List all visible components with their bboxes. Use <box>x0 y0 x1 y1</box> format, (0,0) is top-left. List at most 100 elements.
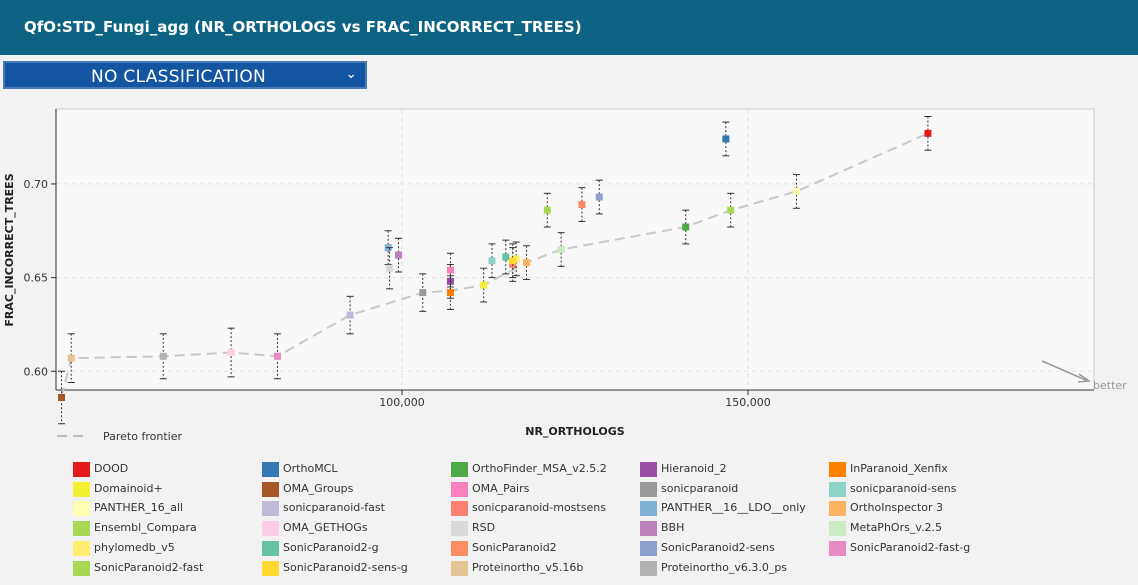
page-title: QfO:STD_Fungi_agg (NR_ORTHOLOGS vs FRAC_… <box>24 18 582 36</box>
legend-swatch <box>73 540 90 556</box>
legend-swatch <box>829 540 846 556</box>
chevron-down-icon: ⌄ <box>345 66 357 82</box>
x-tick-label: 100,000 <box>379 396 425 409</box>
data-point-metaphors-v-2-5[interactable] <box>557 232 565 267</box>
legend-label: sonicparanoid-fast <box>283 501 385 515</box>
legend-swatch <box>640 501 657 517</box>
data-point-sonicparanoid-sens[interactable] <box>488 243 496 279</box>
point-marker <box>273 352 281 360</box>
legend-label: Proteinortho_v6.3.0_ps <box>661 560 788 574</box>
legend-label: OrthoInspector 3 <box>850 501 944 515</box>
grid <box>56 109 1094 390</box>
point-marker <box>924 129 932 137</box>
data-point-orthofinder-msa-v2-5-2[interactable] <box>682 209 690 245</box>
legend-label: Domainoid+ <box>94 481 163 495</box>
point-marker <box>159 352 167 360</box>
data-point-orthoinspector-3[interactable] <box>523 245 531 280</box>
legend-label: OMA_Pairs <box>472 481 530 495</box>
data-point-proteinortho-v5-16b[interactable] <box>67 333 75 384</box>
legend-swatch <box>73 560 90 576</box>
point-marker <box>792 187 800 195</box>
legend-swatch <box>262 501 279 517</box>
legend-swatch <box>73 481 90 497</box>
legend-label: SonicParanoid2-sens <box>661 540 775 554</box>
point-marker <box>446 266 454 274</box>
data-point-sonicparanoid2[interactable] <box>578 187 586 222</box>
data-point-dood[interactable] <box>924 115 932 151</box>
data-point-ensembl-compara[interactable] <box>727 192 735 228</box>
point-marker <box>578 201 586 209</box>
point-marker <box>346 311 354 319</box>
x-axis-label: NR_ORTHOLOGS <box>525 425 625 438</box>
better-label: better <box>1093 379 1127 392</box>
legend-swatch <box>73 521 90 537</box>
data-point-sonicparanoid-fast[interactable] <box>346 295 354 335</box>
legend-label: BBH <box>661 521 685 535</box>
data-point-sonicparanoid2-sens-g[interactable] <box>509 243 517 279</box>
legend-swatch <box>640 540 657 556</box>
point-marker <box>682 223 690 231</box>
legend-label: OrthoMCL <box>283 462 338 475</box>
legend-swatch <box>262 540 279 556</box>
point-marker <box>488 257 496 265</box>
legend-label: sonicparanoid <box>661 481 739 495</box>
point-marker <box>395 251 403 259</box>
legend-swatch <box>829 481 846 497</box>
point-marker <box>386 264 394 272</box>
legend-label: SonicParanoid2-g <box>283 540 379 554</box>
legend-swatch <box>262 521 279 537</box>
data-point-proteinortho-v6-3-0-ps[interactable] <box>159 333 167 380</box>
data-point-oma-gethogs[interactable] <box>227 327 235 378</box>
legend-label: SonicParanoid2-fast <box>94 560 204 574</box>
legend-label: InParanoid_Xenfix <box>850 462 948 475</box>
data-point-sonicparanoid[interactable] <box>419 273 427 312</box>
legend-swatch <box>262 560 279 576</box>
x-tick-label: 150,000 <box>725 396 771 409</box>
legend-label: SonicParanoid2 <box>472 540 557 554</box>
page-header: QfO:STD_Fungi_agg (NR_ORTHOLOGS vs FRAC_… <box>0 0 1138 55</box>
legend-label: SonicParanoid2-fast-g <box>850 540 971 554</box>
legend-swatch <box>451 481 468 497</box>
point-marker <box>509 257 517 265</box>
data-point-panther-16-all[interactable] <box>792 174 800 209</box>
point-marker <box>543 206 551 214</box>
plot-area <box>55 108 1095 391</box>
pareto-legend: Pareto frontier <box>57 430 182 443</box>
data-point-domainoid[interactable] <box>480 267 488 303</box>
classification-select[interactable]: NO CLASSIFICATION ⌄ <box>3 61 367 89</box>
point-marker <box>595 193 603 201</box>
legend-label: sonicparanoid-sens <box>850 481 957 495</box>
legend-label: phylomedb_v5 <box>94 540 175 554</box>
point-marker <box>523 259 531 267</box>
legend-swatch <box>829 462 846 477</box>
tick-labels: 100,000 150,000 0.60 0.65 0.70 <box>24 178 771 409</box>
point-marker <box>58 393 66 401</box>
legend-swatch <box>262 462 279 477</box>
point-marker <box>557 246 565 253</box>
data-point-sonicparanoid2-sens[interactable] <box>595 179 603 215</box>
data-points <box>58 115 932 425</box>
data-point-sonicparanoid2-g[interactable] <box>502 239 510 275</box>
data-point-sonicparanoid2-fast-g[interactable] <box>273 333 281 380</box>
y-tick-label: 0.60 <box>24 365 49 378</box>
point-marker <box>227 349 235 357</box>
data-point-rsd[interactable] <box>386 247 394 290</box>
legend-swatch <box>451 560 468 576</box>
data-point-oma-pairs[interactable] <box>446 252 454 288</box>
data-point-bbh[interactable] <box>395 237 403 273</box>
data-point-oma-groups[interactable] <box>58 370 66 425</box>
legend-label: MetaPhOrs_v.2.5 <box>850 521 942 535</box>
better-indicator: better <box>1041 360 1127 392</box>
legend-label: Ensembl_Compara <box>94 521 197 535</box>
point-marker <box>502 253 510 261</box>
legend-swatch <box>451 540 468 556</box>
legend-swatch <box>73 501 90 517</box>
axes <box>55 109 1094 391</box>
legend-label: sonicparanoid-mostsens <box>472 501 606 515</box>
point-marker <box>722 135 730 143</box>
point-marker <box>727 206 735 214</box>
data-point-orthomcl[interactable] <box>722 121 730 157</box>
legend-swatch <box>451 501 468 517</box>
legend-label: Hieranoid_2 <box>661 462 727 475</box>
data-point-sonicparanoid2-fast[interactable] <box>543 192 551 228</box>
